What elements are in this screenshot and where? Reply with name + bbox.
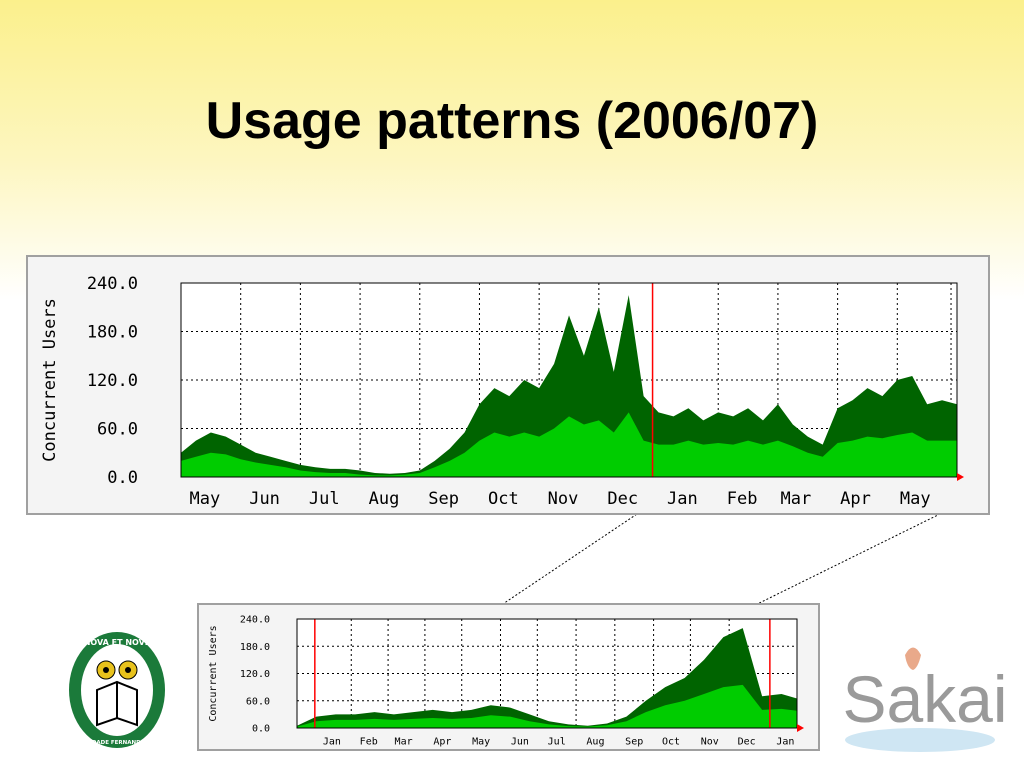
x-tick-label: Feb: [727, 489, 758, 509]
x-tick-label: Jan: [323, 737, 341, 748]
area-series: [181, 295, 957, 477]
axis-arrow: [797, 724, 804, 732]
x-tick-label: Dec: [738, 737, 756, 748]
usage-chart: 0.0 60.0 120.0 180.0 240.0 Jan Feb Mar Apr May Jun…: [197, 603, 820, 751]
x-tick-label: Aug: [369, 489, 400, 509]
x-tick-label: Jan: [667, 489, 698, 509]
logo-motto: NOVA ET NOVE: [84, 638, 151, 647]
x-tick-label: Jun: [249, 489, 280, 509]
y-tick-label: 240.0: [240, 615, 270, 626]
y-tick-label: 240.0: [87, 274, 138, 294]
area-series: [181, 412, 957, 477]
y-tick-label: 120.0: [87, 371, 138, 391]
x-tick-label: Feb: [360, 737, 378, 748]
x-tick-label: Jul: [309, 489, 340, 509]
x-tick-label: Mar: [395, 737, 413, 748]
area-series: [297, 628, 797, 728]
y-axis-label: Concurrent Users: [208, 625, 219, 721]
x-tick-label: Mar: [780, 489, 811, 509]
area-series: [297, 684, 797, 728]
y-tick-label: 60.0: [97, 419, 138, 439]
logo-university: UNIVERSIDADE FERNANDO PESSOA: [62, 740, 172, 746]
y-tick-label: 0.0: [107, 468, 138, 488]
y-tick-label: 180.0: [87, 322, 138, 342]
usage-chart: 0.0 60.0 120.0 180.0 240.0 May Jun Jul Aug Sep Oct…: [26, 255, 990, 515]
x-tick-label: Sep: [625, 737, 643, 748]
x-tick-label: Oct: [488, 489, 519, 509]
y-tick-label: 120.0: [240, 669, 270, 680]
x-tick-label: Nov: [701, 737, 719, 748]
x-tick-label: May: [472, 737, 490, 748]
x-tick-label: Aug: [586, 737, 604, 748]
x-tick-label: Sep: [428, 489, 459, 509]
x-tick-label: Apr: [433, 737, 451, 748]
y-tick-label: 180.0: [240, 642, 270, 653]
university-logo: NOVA ET NOVE UNIVERSIDADE FERNANDO PESSO…: [62, 632, 172, 748]
y-tick-label: 0.0: [252, 724, 270, 735]
x-tick-label: Apr: [840, 489, 871, 509]
y-axis-label: Concurrent Users: [40, 298, 60, 462]
x-tick-label: May: [900, 489, 931, 509]
x-tick-label: Oct: [662, 737, 680, 748]
axis-arrow: [957, 473, 964, 481]
slide-title: Usage patterns (2006/07): [206, 92, 819, 150]
plot-border: [180, 282, 958, 478]
x-tick-label: Jan: [776, 737, 794, 748]
x-tick-label: Jun: [511, 737, 529, 748]
y-tick-label: 60.0: [246, 696, 270, 707]
x-tick-label: Dec: [607, 489, 638, 509]
sakai-logo: Sakai: [842, 647, 1008, 752]
sakai-wordmark: Sakai: [842, 662, 1007, 736]
plot-border: [296, 618, 798, 729]
x-tick-label: May: [190, 489, 221, 509]
x-tick-label: Nov: [548, 489, 579, 509]
x-tick-label: Jul: [548, 737, 566, 748]
